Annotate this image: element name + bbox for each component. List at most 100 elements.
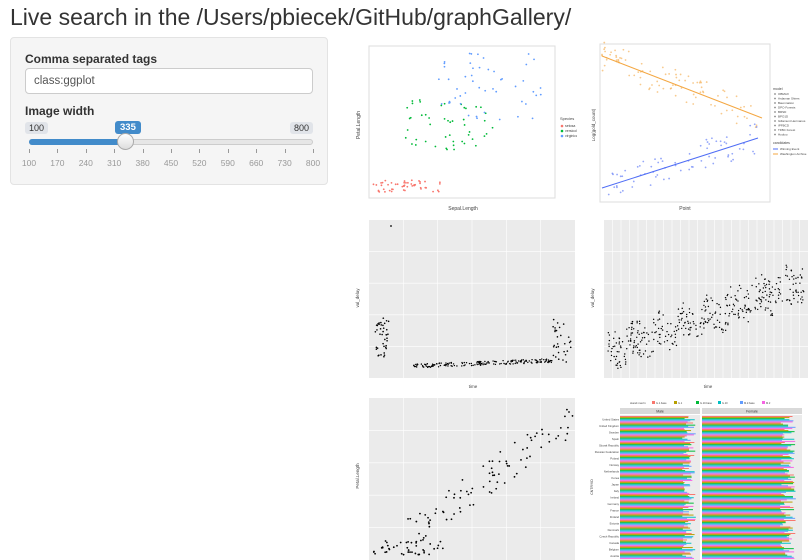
bar bbox=[702, 495, 785, 497]
point bbox=[432, 190, 434, 193]
bar bbox=[620, 513, 689, 515]
point bbox=[493, 70, 495, 73]
country-label: Estonia bbox=[610, 522, 620, 526]
point bbox=[565, 361, 568, 363]
point bbox=[403, 184, 406, 187]
point bbox=[477, 361, 480, 363]
x-axis-label: Point bbox=[679, 206, 691, 212]
plot-timeseries-1[interactable]: time val_delay bbox=[355, 218, 577, 390]
point bbox=[459, 496, 462, 499]
bar bbox=[702, 463, 781, 465]
slider-tick-labels: 100 170 240 310 380 450 520 590 660 730 800 bbox=[22, 152, 320, 168]
point bbox=[802, 291, 805, 293]
point bbox=[745, 295, 747, 298]
bar bbox=[620, 462, 690, 464]
point bbox=[531, 358, 533, 361]
point bbox=[497, 473, 500, 476]
point bbox=[766, 294, 768, 296]
bar bbox=[702, 489, 795, 491]
bar bbox=[620, 500, 685, 502]
points bbox=[374, 225, 572, 369]
bar bbox=[620, 530, 687, 532]
point bbox=[414, 552, 417, 555]
bar bbox=[620, 450, 696, 452]
point bbox=[726, 294, 728, 297]
bar bbox=[620, 447, 694, 449]
point bbox=[774, 300, 777, 302]
point bbox=[541, 428, 543, 431]
point bbox=[440, 104, 443, 107]
legend-swatch bbox=[774, 115, 776, 118]
point bbox=[407, 551, 410, 553]
point bbox=[654, 331, 656, 334]
point bbox=[475, 115, 478, 118]
point bbox=[661, 66, 664, 69]
point bbox=[409, 517, 412, 520]
point bbox=[697, 335, 699, 337]
point bbox=[674, 336, 677, 339]
point bbox=[755, 126, 758, 128]
bar bbox=[620, 459, 687, 461]
point bbox=[778, 291, 781, 294]
tags-input[interactable] bbox=[25, 68, 313, 94]
bar bbox=[702, 534, 791, 536]
bar bbox=[620, 476, 692, 478]
plot-regression[interactable]: Point Log(gold_count) model OBMAX Ardaman… bbox=[590, 40, 808, 212]
point bbox=[386, 544, 389, 547]
point bbox=[491, 460, 494, 463]
point bbox=[413, 364, 415, 366]
point bbox=[507, 360, 509, 363]
bar bbox=[620, 515, 683, 517]
point bbox=[515, 361, 517, 363]
bar bbox=[702, 471, 789, 473]
point bbox=[657, 327, 660, 330]
point bbox=[637, 71, 640, 74]
bar bbox=[702, 460, 793, 462]
bar bbox=[702, 530, 789, 532]
country-label: Denmark bbox=[608, 528, 620, 532]
point bbox=[619, 175, 622, 178]
point bbox=[754, 308, 757, 310]
point bbox=[633, 345, 635, 347]
bar bbox=[620, 537, 692, 539]
bar bbox=[702, 496, 793, 498]
point bbox=[375, 346, 378, 349]
point bbox=[714, 326, 717, 328]
point bbox=[659, 336, 661, 339]
point bbox=[484, 363, 486, 365]
point bbox=[664, 335, 667, 338]
slider-max-label: 800 bbox=[289, 122, 313, 134]
bar bbox=[620, 546, 684, 547]
legend-swatch bbox=[674, 401, 677, 404]
point bbox=[405, 181, 407, 184]
plot-faceted-bars[interactable]: stand.merin G.1.base G.1 G.10.base G.10 M.2.… bbox=[590, 396, 808, 560]
bar bbox=[702, 541, 782, 543]
point bbox=[464, 364, 466, 366]
point bbox=[639, 352, 641, 354]
point bbox=[755, 286, 757, 288]
slider-tick bbox=[114, 149, 116, 153]
point bbox=[693, 323, 695, 325]
bar bbox=[620, 460, 691, 462]
bar bbox=[702, 449, 791, 451]
slider-handle[interactable] bbox=[117, 133, 134, 150]
bar bbox=[620, 525, 685, 527]
plot-timeseries-2[interactable]: time val_delay bbox=[590, 218, 808, 390]
bar bbox=[702, 456, 790, 458]
plot-iris-scatter[interactable]: Sepal.Length Petal.Length Species setosa… bbox=[355, 40, 577, 212]
point bbox=[680, 327, 683, 330]
bar bbox=[620, 468, 689, 469]
point bbox=[764, 285, 766, 287]
country-label: Norway bbox=[610, 463, 620, 467]
bar bbox=[702, 548, 794, 550]
point bbox=[438, 181, 441, 184]
point bbox=[639, 70, 642, 73]
point bbox=[566, 432, 569, 435]
point bbox=[800, 298, 802, 300]
point bbox=[605, 56, 608, 59]
bar bbox=[620, 427, 685, 429]
point bbox=[464, 75, 467, 78]
point bbox=[688, 311, 691, 314]
plot-scatter-grey[interactable]: Petal.Length bbox=[355, 396, 577, 560]
point bbox=[717, 94, 719, 97]
